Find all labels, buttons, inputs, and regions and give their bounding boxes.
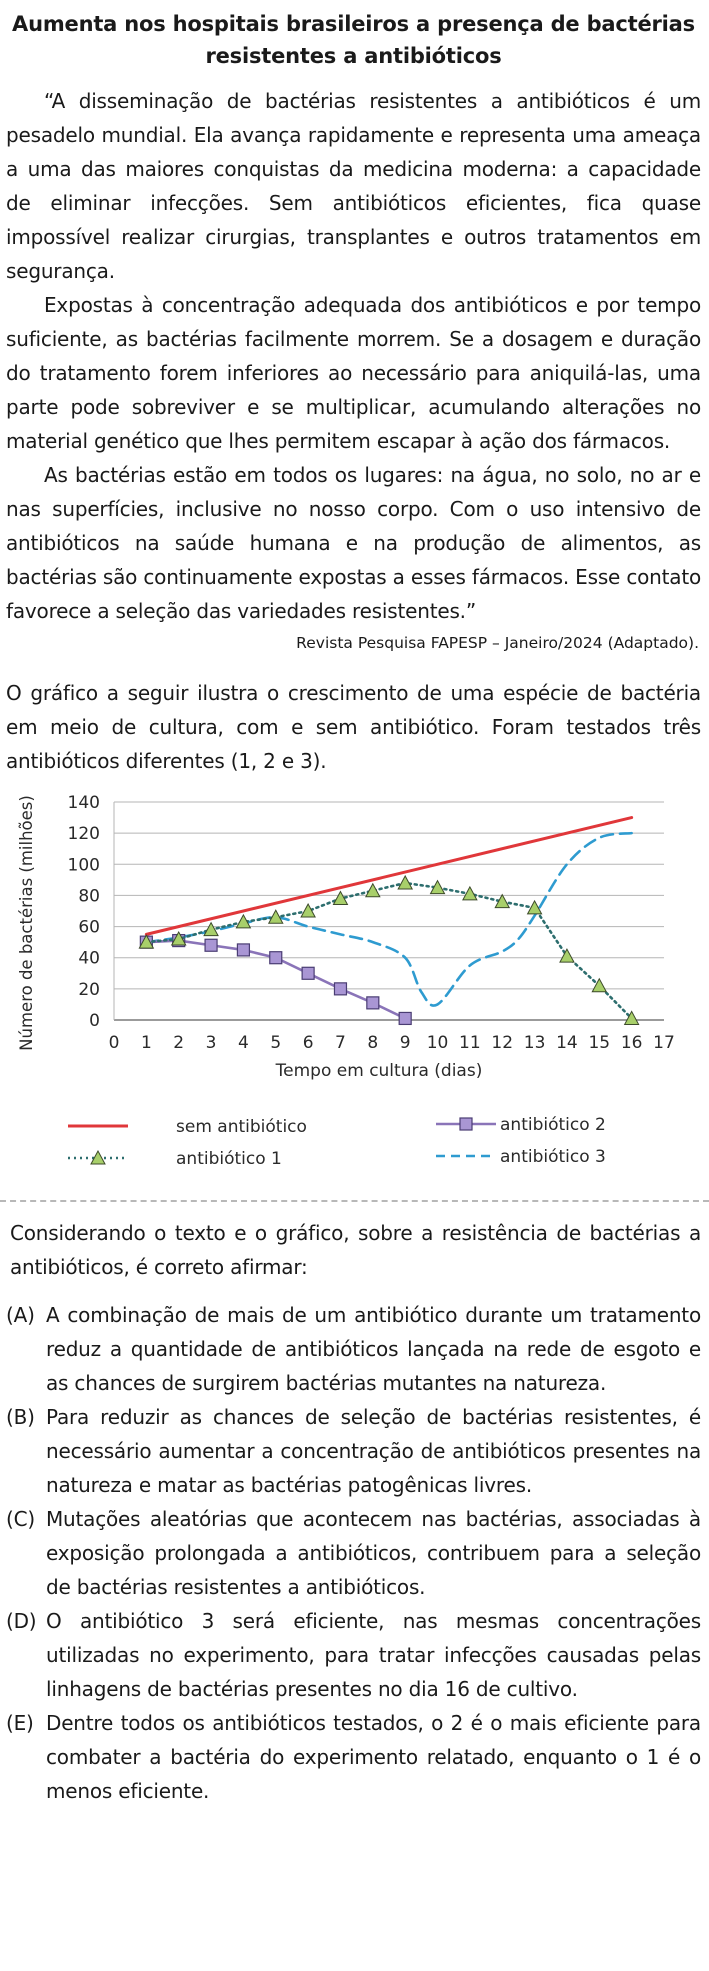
data-point [138, 934, 155, 949]
data-point [623, 1010, 640, 1025]
data-point [267, 909, 284, 924]
article-paragraph: Expostas à concentração adequada dos ant… [6, 293, 701, 453]
x-tick-label: 7 [335, 1033, 346, 1053]
option-text: A combinação de mais de um antibiótico d… [46, 1303, 701, 1395]
y-tick-label: 60 [78, 918, 100, 938]
y-tick-label: 140 [68, 793, 100, 813]
answer-options: (A) A combinação de mais de um antibióti… [6, 1298, 701, 1808]
option-letter: (D) [6, 1609, 37, 1633]
x-tick-label: 12 [491, 1033, 513, 1053]
data-point [300, 902, 316, 918]
data-point [269, 951, 283, 965]
legend-label: antibiótico 1 [176, 1149, 282, 1169]
legend-item: antibiótico 3 [436, 1147, 606, 1167]
data-point [559, 948, 575, 963]
option-e[interactable]: (E) Dentre todos os antibióticos testado… [6, 1706, 701, 1808]
option-letter: (E) [6, 1711, 34, 1735]
data-point [591, 977, 608, 993]
x-tick-label: 17 [653, 1033, 675, 1053]
x-tick-label: 8 [367, 1033, 378, 1053]
x-tick-label: 0 [109, 1033, 120, 1053]
x-tick-label: 13 [524, 1033, 546, 1053]
y-tick-label: 40 [78, 949, 100, 969]
data-point [494, 893, 511, 909]
chart: 0 20 40 60 80 100 120 140 0 1 2 3 4 5 6 7 8 9 10 11 12 13 14 15… [6, 782, 701, 1192]
data-point [366, 996, 380, 1010]
option-c[interactable]: (C) Mutações aleatórias que acontecem na… [6, 1502, 701, 1604]
option-text: Para reduzir as chances de seleção de ba… [46, 1405, 701, 1497]
chart-intro: O gráfico a seguir ilustra o crescimento… [6, 681, 701, 773]
data-point [333, 982, 348, 996]
x-tick-label: 10 [427, 1033, 449, 1053]
series-line [145, 881, 633, 1020]
option-letter: (A) [6, 1303, 35, 1327]
article-title: Aumenta nos hospitais brasileiros a pres… [12, 12, 695, 68]
option-text: Dentre todos os antibióticos testados, o… [46, 1711, 701, 1803]
x-tick-label: 6 [303, 1033, 314, 1053]
data-point [332, 890, 349, 906]
section-divider [0, 1200, 709, 1202]
x-tick-label: 4 [238, 1033, 249, 1053]
article-source: Revista Pesquisa FAPESP – Janeiro/2024 (… [296, 634, 699, 652]
legend-item: sem antibiótico [68, 1117, 307, 1137]
legend-label: antibiótico 2 [500, 1115, 606, 1135]
x-tick-label: 15 [588, 1033, 610, 1053]
series-sem-antibiótico [144, 816, 634, 936]
series-antibiótico-1 [138, 874, 640, 1025]
article-paragraph: As bactérias estão em todos os lugares: … [6, 463, 702, 623]
x-tick-label: 3 [206, 1033, 217, 1053]
x-tick-label: 9 [400, 1033, 411, 1053]
series-antibiótico-2 [139, 933, 412, 1026]
data-point [236, 943, 251, 957]
data-point [235, 913, 252, 929]
x-tick-label: 2 [173, 1033, 184, 1053]
option-b[interactable]: (B) Para reduzir as chances de seleção d… [6, 1400, 701, 1502]
option-text: O antibiótico 3 será eficiente, nas mesm… [46, 1609, 701, 1701]
chart-legend: sem antibiótico antibiótico 2 antibiótico … [68, 1115, 606, 1169]
data-point [397, 874, 414, 890]
data-point [364, 882, 381, 898]
series-line [145, 831, 633, 1007]
data-point [301, 966, 315, 980]
option-letter: (C) [6, 1507, 35, 1531]
data-point [526, 899, 543, 915]
data-point [203, 921, 219, 937]
question-stem: Considerando o texto e o gráfico, sobre … [10, 1221, 701, 1279]
series-antibiótico-3 [145, 831, 633, 1007]
option-text: Mutações aleatórias que acontecem nas ba… [46, 1507, 701, 1599]
legend-label: sem antibiótico [176, 1117, 307, 1137]
option-a[interactable]: (A) A combinação de mais de um antibióti… [6, 1298, 701, 1400]
article-text: “A disseminação de bactérias resistentes… [6, 84, 701, 656]
legend-marker [459, 1117, 473, 1131]
data-point [398, 1011, 412, 1026]
legend-marker [90, 1149, 106, 1165]
article-paragraph: “A disseminação de bactérias resistentes… [6, 89, 701, 283]
y-axis-title: Número de bactérias (milhões) [17, 795, 36, 1051]
data-point [462, 885, 478, 901]
x-axis-title: Tempo em cultura (dias) [275, 1061, 483, 1081]
x-tick-label: 1 [141, 1033, 152, 1053]
data-point [429, 879, 446, 895]
y-tick-label: 20 [78, 980, 100, 1000]
y-tick-label: 80 [78, 886, 100, 906]
y-tick-label: 120 [68, 824, 100, 844]
legend-item: antibiótico 2 [436, 1115, 606, 1135]
x-tick-label: 16 [621, 1033, 643, 1053]
option-letter: (B) [6, 1405, 35, 1429]
y-tick-label: 0 [89, 1011, 100, 1031]
series-line [144, 816, 634, 936]
legend-label: antibiótico 3 [500, 1147, 606, 1167]
legend-item: antibiótico 1 [68, 1149, 282, 1169]
y-tick-label: 100 [68, 855, 100, 875]
x-tick-label: 5 [270, 1033, 281, 1053]
data-point [204, 938, 218, 952]
option-d[interactable]: (D) O antibiótico 3 será eficiente, nas … [6, 1604, 701, 1706]
data-point [170, 930, 187, 946]
x-tick-label: 14 [556, 1033, 578, 1053]
x-tick-label: 11 [459, 1033, 481, 1053]
